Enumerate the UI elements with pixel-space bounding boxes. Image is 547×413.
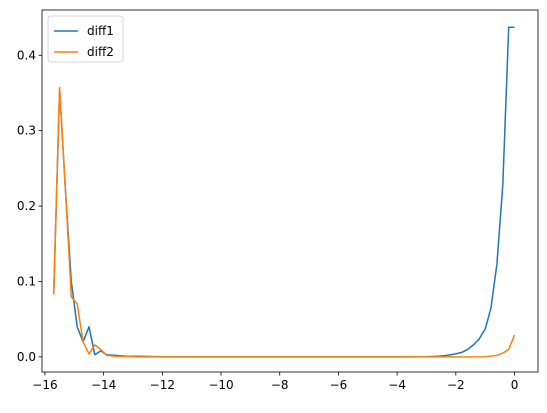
x-tick-label: −14 — [91, 378, 116, 392]
x-tick-label: −10 — [208, 378, 233, 392]
x-axis-ticks: −16 −14 −12 −10 −8 −6 −4 −2 0 — [32, 372, 518, 392]
y-tick-label: 0.1 — [17, 275, 36, 289]
series-lines — [52, 26, 516, 358]
legend-label-diff2: diff2 — [87, 45, 114, 59]
y-tick-label: 0.4 — [17, 48, 36, 62]
legend: diff1 diff2 — [47, 15, 124, 63]
legend-label-diff1: diff1 — [87, 24, 114, 38]
x-tick-label: −16 — [32, 378, 57, 392]
legend-box — [47, 15, 124, 63]
plot-area — [41, 9, 539, 373]
x-tick-label: 0 — [511, 378, 519, 392]
x-tick-label: −8 — [271, 378, 289, 392]
y-tick-label: 0.2 — [17, 199, 36, 213]
y-tick-label: 0.0 — [17, 350, 36, 364]
x-tick-label: −2 — [447, 378, 465, 392]
series-line-diff2 — [52, 86, 516, 358]
x-tick-label: −4 — [388, 378, 406, 392]
x-tick-label: −12 — [150, 378, 175, 392]
y-axis-ticks: 0.0 0.1 0.2 0.3 0.4 — [17, 48, 42, 364]
y-tick-label: 0.3 — [17, 124, 36, 138]
x-tick-label: −6 — [330, 378, 348, 392]
